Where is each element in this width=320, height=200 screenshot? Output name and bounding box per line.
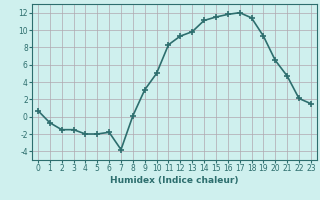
X-axis label: Humidex (Indice chaleur): Humidex (Indice chaleur) [110, 176, 239, 185]
